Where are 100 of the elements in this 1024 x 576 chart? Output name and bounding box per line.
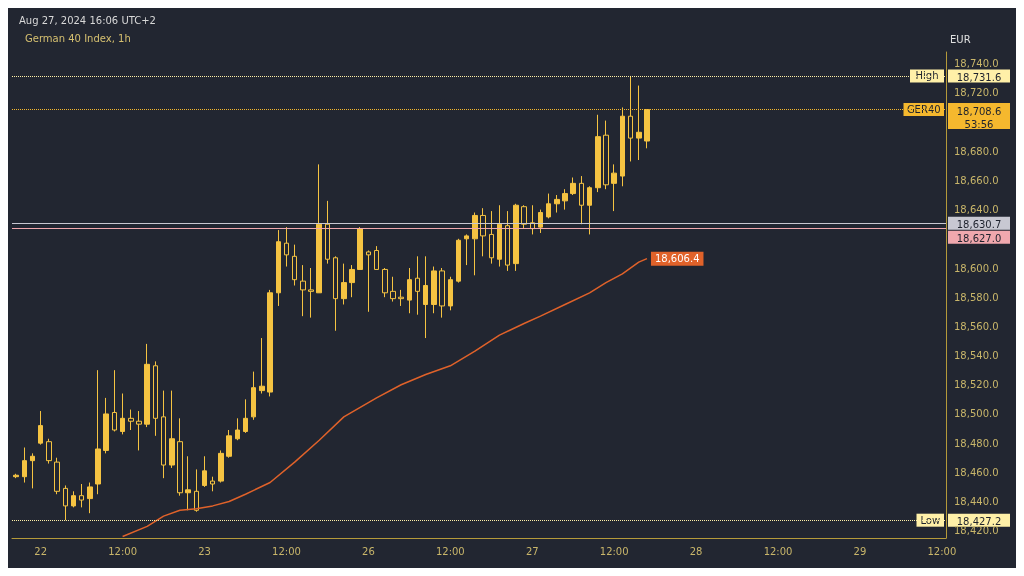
x-tick-label: 12:00 (927, 545, 957, 557)
candlestick (316, 163, 322, 294)
line-series (121, 257, 648, 538)
ref-line-label: 18,627.0 (956, 233, 1002, 245)
candlestick (349, 264, 355, 298)
candlestick (505, 210, 510, 272)
candlestick (366, 249, 371, 313)
x-tick-label: 12:00 (108, 545, 138, 557)
candlestick (398, 289, 404, 307)
candlestick (79, 483, 84, 508)
y-tick-label: 18,720.0 (954, 87, 999, 99)
candlestick (603, 120, 609, 190)
ref-line-label: 18,427.2 (956, 516, 1002, 528)
candlestick (128, 409, 134, 431)
candlestick (194, 468, 199, 513)
candlestick (325, 200, 330, 265)
candlestick (63, 484, 68, 521)
candlestick (546, 193, 551, 219)
candlestick (341, 263, 347, 305)
y-tick-label: 18,520.0 (954, 379, 999, 391)
candlestick (218, 449, 224, 484)
candlestick (144, 343, 150, 428)
y-tick-label: 18,440.0 (954, 496, 999, 508)
candlestick (276, 229, 281, 307)
x-tick-label: 12:00 (435, 545, 465, 557)
candlestick (579, 175, 584, 225)
candlestick (357, 226, 363, 270)
candlestick (210, 476, 215, 492)
candlestick (22, 447, 27, 484)
x-tick-label: 27 (525, 545, 539, 557)
y-tick-label: 18,420.0 (954, 525, 999, 537)
candlestick (554, 194, 560, 214)
candlestick (87, 482, 93, 514)
y-tick-label: 18,460.0 (954, 466, 999, 478)
candlestick (46, 438, 52, 465)
y-tick-label: 18,540.0 (954, 350, 999, 362)
candlestick (423, 255, 428, 339)
candlestick (177, 417, 183, 497)
candlestick (620, 106, 625, 187)
candlestick (333, 255, 338, 332)
y-axis-title: EUR (950, 33, 971, 45)
candlestick (112, 369, 117, 432)
candlestick (636, 85, 642, 161)
x-tick-label: 12:00 (763, 545, 793, 557)
candlestick (120, 393, 125, 435)
candlestick (497, 204, 502, 268)
x-tick-label: 23 (198, 545, 211, 557)
candlestick (38, 410, 43, 446)
candlestick (513, 203, 519, 272)
candlestick (292, 244, 297, 287)
candlestick (284, 226, 289, 268)
candlestick (611, 163, 617, 212)
candlestick (300, 264, 306, 317)
chart-title: German 40 Index, 1h (25, 32, 131, 44)
candlestick (13, 473, 19, 479)
candlestick (30, 452, 35, 489)
candlestick (521, 204, 527, 230)
y-tick-label: 18,480.0 (954, 437, 999, 449)
candlestick (71, 490, 76, 508)
candlestick (570, 177, 576, 196)
candlestick (595, 114, 601, 193)
candlestick (489, 210, 494, 265)
candlestick (464, 233, 469, 266)
candlestick (226, 429, 232, 459)
candlestick (161, 390, 166, 479)
candlestick (456, 238, 461, 284)
candlestick (251, 371, 256, 421)
candlestick (185, 455, 191, 511)
candlestick (243, 398, 248, 434)
data-label: 18,606.4 (654, 253, 700, 265)
candlestick (562, 188, 568, 211)
candlestick (415, 255, 420, 316)
candlestick (480, 207, 486, 257)
candlestick (538, 209, 543, 234)
candlestick (54, 457, 60, 495)
candlestick (382, 267, 388, 298)
ref-line-label: 18,731.6 (956, 71, 1002, 83)
x-tick-label: 29 (853, 545, 867, 557)
candlestick (235, 417, 240, 441)
candlestick (136, 410, 142, 451)
candlestick (472, 212, 478, 276)
y-tick-label: 18,680.0 (954, 145, 999, 157)
y-tick-label: 18,500.0 (954, 408, 999, 420)
candlestick (628, 75, 633, 162)
candlestick (644, 109, 650, 149)
candlestick (431, 266, 437, 314)
ref-line-label: 18,630.7 (956, 219, 1002, 231)
candlestick (439, 267, 445, 319)
x-tick-label: 26 (362, 545, 375, 557)
y-tick-label: 18,660.0 (954, 174, 999, 186)
candlestick (259, 337, 265, 395)
x-tick-label: 22 (34, 545, 48, 557)
candlestick (448, 276, 453, 311)
candlestick (153, 360, 158, 437)
x-tick-label: 12:00 (599, 545, 629, 557)
x-tick-label: 28 (689, 545, 703, 557)
chart-subtitle: Aug 27, 2024 16:06 UTC+2 (19, 14, 156, 26)
candlestick (267, 289, 273, 397)
y-tick-label: 18,560.0 (954, 320, 999, 332)
candlestick (103, 397, 109, 454)
